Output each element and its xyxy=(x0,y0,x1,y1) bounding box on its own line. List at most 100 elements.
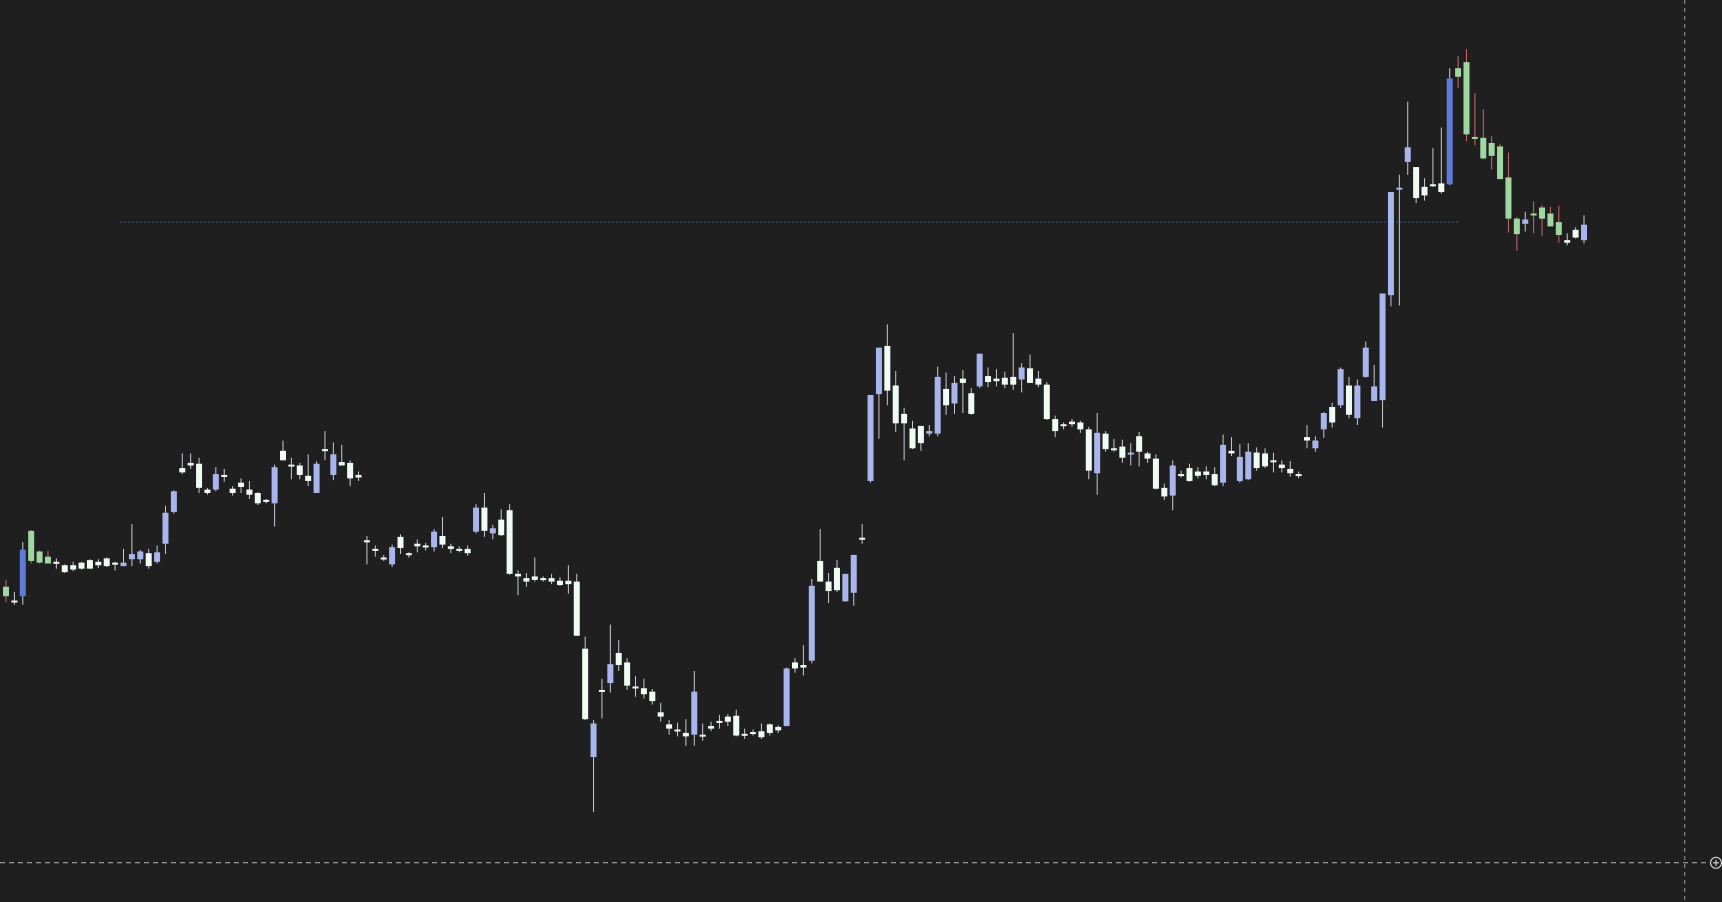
candle xyxy=(389,544,396,567)
candle-body xyxy=(708,726,715,729)
candle xyxy=(985,367,992,388)
candle-body xyxy=(1404,147,1411,162)
candle-body xyxy=(1287,468,1294,474)
candle xyxy=(338,444,345,466)
candle xyxy=(439,517,446,549)
candle xyxy=(481,493,488,537)
candle-body xyxy=(892,385,899,424)
candle xyxy=(128,523,135,567)
candle xyxy=(1169,460,1176,511)
candle-body xyxy=(582,648,589,720)
candle xyxy=(405,552,412,558)
candle-body xyxy=(758,731,765,738)
candle xyxy=(145,548,152,569)
candle-body xyxy=(1581,224,1587,241)
candle xyxy=(1194,467,1201,479)
candle xyxy=(1329,402,1336,428)
candle-body xyxy=(481,507,488,531)
candle xyxy=(775,725,782,733)
candle xyxy=(464,545,471,556)
candle-body xyxy=(221,474,228,477)
candle-body xyxy=(934,376,941,434)
candle xyxy=(917,425,924,451)
candle-body xyxy=(1018,367,1025,380)
candle-body xyxy=(1127,452,1134,455)
candle-body xyxy=(95,561,102,566)
candle xyxy=(1102,431,1109,452)
candle xyxy=(1178,470,1185,478)
candle-body xyxy=(1136,436,1143,452)
candle-body xyxy=(456,548,463,551)
candle xyxy=(548,573,555,585)
candle-body xyxy=(422,545,429,548)
candle xyxy=(708,721,715,732)
candle-body xyxy=(649,691,656,702)
candle xyxy=(489,524,496,540)
candle xyxy=(875,347,882,439)
candle-body xyxy=(1555,222,1562,235)
candle xyxy=(1497,143,1504,180)
candle xyxy=(28,529,35,564)
candle xyxy=(1539,204,1546,236)
candle xyxy=(1421,178,1428,201)
candle xyxy=(355,471,362,481)
candle xyxy=(112,561,119,571)
candle-body xyxy=(1278,464,1285,469)
candle-body xyxy=(498,519,505,536)
candle-body xyxy=(548,578,555,582)
candle-body xyxy=(800,665,807,668)
candle xyxy=(859,523,866,544)
candle-body xyxy=(556,580,563,586)
candle-body xyxy=(103,558,110,567)
candle xyxy=(162,505,169,555)
candle-body xyxy=(884,345,891,391)
candle-body xyxy=(926,431,933,434)
candle xyxy=(1018,363,1025,393)
candle-body xyxy=(531,576,538,580)
candle-body xyxy=(1572,229,1579,238)
candle-body xyxy=(850,554,857,593)
candle-body xyxy=(1337,369,1344,406)
candle-body xyxy=(859,537,866,540)
candle-body xyxy=(615,652,622,665)
candle xyxy=(44,550,51,564)
candle xyxy=(1564,233,1571,246)
candle xyxy=(296,462,303,480)
candle xyxy=(1547,206,1554,227)
candle xyxy=(1337,367,1344,408)
candle-body xyxy=(1194,471,1201,476)
candle xyxy=(1035,370,1042,388)
candle xyxy=(1304,425,1311,449)
candle xyxy=(766,723,773,736)
candle xyxy=(598,678,605,719)
candle-body xyxy=(212,474,219,490)
candle xyxy=(808,579,815,664)
candle-body xyxy=(808,585,815,661)
candle-body xyxy=(1429,184,1436,187)
candle xyxy=(103,557,110,567)
candle xyxy=(1295,471,1302,479)
candle-body xyxy=(825,581,832,592)
candle xyxy=(447,543,454,554)
candle xyxy=(1152,454,1159,490)
candle xyxy=(347,460,354,487)
candle-body xyxy=(1438,183,1445,192)
candle xyxy=(850,554,857,606)
candle-body xyxy=(397,536,404,549)
candle xyxy=(649,689,656,705)
candle xyxy=(1555,205,1562,243)
candle-body xyxy=(263,499,270,502)
candle xyxy=(682,719,689,746)
candle-body xyxy=(917,425,924,444)
candle-body xyxy=(254,493,261,504)
candle xyxy=(733,709,740,737)
candle xyxy=(1320,412,1327,438)
candle-body xyxy=(389,547,396,565)
candle xyxy=(1211,467,1218,487)
candle xyxy=(70,561,77,572)
candle-body xyxy=(1085,429,1092,471)
candle xyxy=(1262,448,1269,469)
candle xyxy=(758,723,765,739)
